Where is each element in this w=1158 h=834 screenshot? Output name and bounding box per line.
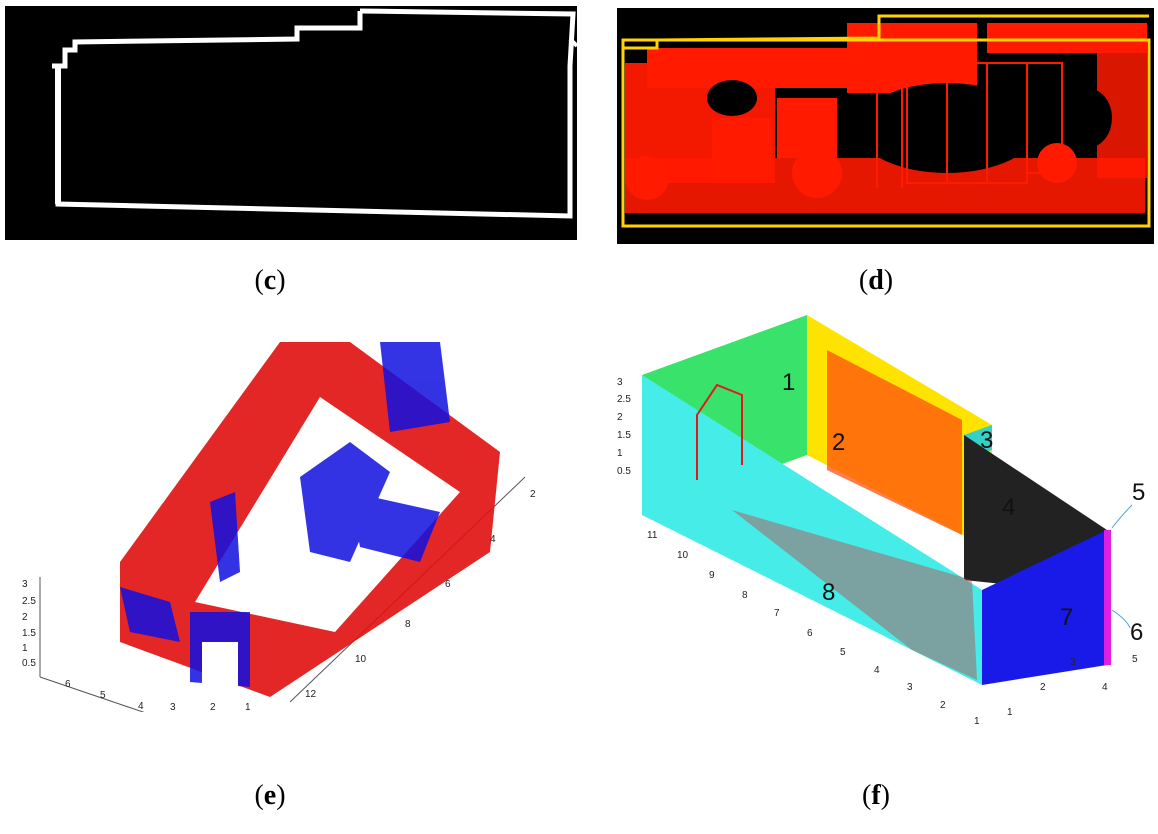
panel-c-outline-image [5,6,577,240]
svg-text:2: 2 [1040,682,1046,693]
svg-text:4: 4 [874,665,880,676]
svg-text:6: 6 [807,628,813,639]
svg-text:8: 8 [742,590,748,601]
svg-text:1: 1 [782,369,795,396]
svg-text:10: 10 [355,654,367,665]
svg-text:3: 3 [170,702,176,712]
svg-text:1.5: 1.5 [617,430,631,441]
svg-text:1: 1 [245,702,251,712]
svg-text:4: 4 [490,534,496,545]
svg-text:3: 3 [907,682,913,693]
panel-d-density-map [617,8,1154,244]
svg-text:2.5: 2.5 [22,596,36,607]
svg-text:0.5: 0.5 [617,466,631,477]
svg-text:2: 2 [530,489,536,500]
panel-e-point-cloud: 3 2.5 2 1.5 1 0.5 6 5 4 3 2 1 2 4 6 8 10… [20,302,560,712]
svg-text:7: 7 [1060,604,1073,631]
wall-5-6-edge [1104,530,1111,665]
caption-d: (d) [858,265,894,296]
svg-text:2: 2 [22,612,28,623]
svg-text:1: 1 [617,448,623,459]
svg-text:7: 7 [774,608,780,619]
svg-text:5: 5 [840,647,846,658]
svg-text:1.5: 1.5 [22,628,36,639]
caption-e: (e) [254,780,286,811]
svg-text:8: 8 [822,579,835,606]
svg-text:0.5: 0.5 [22,658,36,669]
caption-f: (f) [862,780,890,811]
svg-text:2: 2 [617,412,623,423]
svg-text:5: 5 [1132,479,1145,506]
svg-text:8: 8 [405,619,411,630]
svg-text:11: 11 [647,530,658,541]
svg-text:1: 1 [1007,707,1013,718]
svg-text:1: 1 [22,643,28,654]
svg-text:5: 5 [1132,654,1138,665]
svg-text:3: 3 [1070,657,1076,668]
svg-text:2.5: 2.5 [617,394,631,405]
caption-c: (c) [254,265,286,296]
svg-text:4: 4 [1002,494,1015,521]
svg-text:4: 4 [138,701,144,712]
svg-text:2: 2 [210,702,216,712]
panel-f-segmented-walls: 1 2 3 4 5 6 7 8 3 2.5 2 1.5 1 0.5 11 10 … [612,310,1157,730]
svg-text:6: 6 [445,579,451,590]
svg-text:6: 6 [1130,619,1143,646]
svg-text:4: 4 [1102,682,1108,693]
svg-text:9: 9 [709,570,715,581]
svg-text:3: 3 [617,377,623,388]
svg-text:12: 12 [305,689,317,700]
svg-text:3: 3 [22,579,28,590]
svg-text:5: 5 [100,690,106,701]
svg-text:10: 10 [677,550,689,561]
svg-text:2: 2 [832,429,845,456]
svg-text:3: 3 [980,427,993,454]
svg-text:2: 2 [940,700,946,711]
svg-text:6: 6 [65,679,71,690]
svg-text:1: 1 [974,716,980,727]
